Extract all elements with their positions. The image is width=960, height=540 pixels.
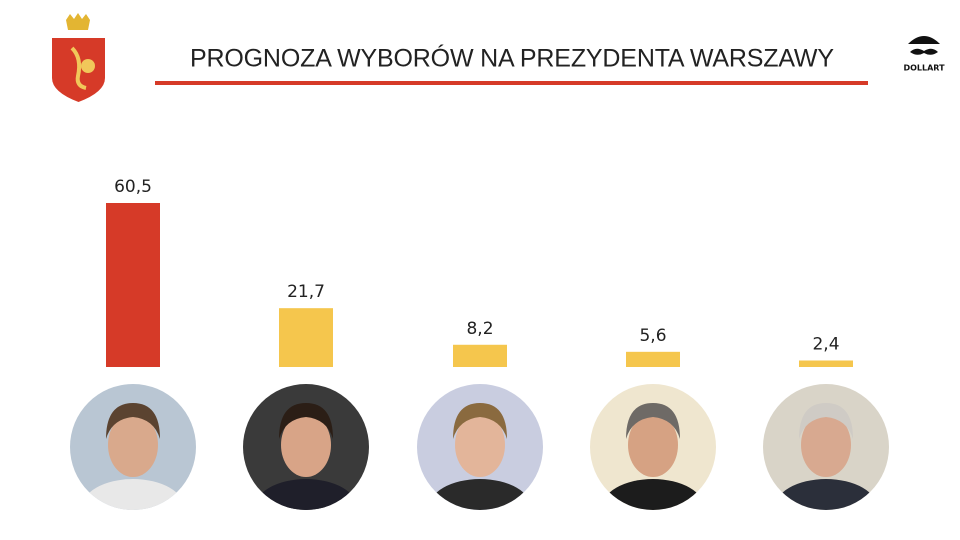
candidate-photo [70, 384, 196, 510]
hair [453, 403, 507, 439]
value-label: 21,7 [287, 282, 325, 302]
face [801, 413, 851, 477]
photo-content [243, 384, 369, 510]
face [455, 413, 505, 477]
face [281, 413, 331, 477]
body [254, 479, 358, 510]
value-label: 8,2 [466, 319, 493, 339]
chart-title: PROGNOZA WYBORÓW NA PREZYDENTA WARSZAWY [190, 44, 834, 73]
body [81, 479, 185, 510]
hair [626, 403, 680, 439]
body [428, 479, 532, 510]
brand-logo: DOLLART [903, 36, 945, 73]
photo-content [763, 384, 889, 510]
bar [799, 360, 853, 367]
city-emblem [52, 13, 105, 102]
candidate-photo [243, 384, 369, 510]
value-label: 60,5 [114, 177, 152, 197]
photos [70, 384, 889, 510]
bar [626, 351, 680, 367]
face [108, 413, 158, 477]
face [628, 413, 678, 477]
candidate-photo [763, 384, 889, 510]
logo-text: DOLLART [903, 64, 945, 73]
bar [279, 308, 333, 367]
photo-content [70, 384, 196, 510]
body [601, 479, 705, 510]
body [774, 479, 878, 510]
bar [453, 344, 507, 367]
value-label: 5,6 [639, 326, 666, 346]
photo-content [417, 384, 543, 510]
value-label: 2,4 [812, 334, 839, 354]
hair [799, 403, 853, 439]
candidate-photo [590, 384, 716, 510]
photo-content [590, 384, 716, 510]
candidate-photo [417, 384, 543, 510]
bar [106, 203, 160, 367]
hair [279, 403, 333, 439]
hair [106, 403, 160, 439]
